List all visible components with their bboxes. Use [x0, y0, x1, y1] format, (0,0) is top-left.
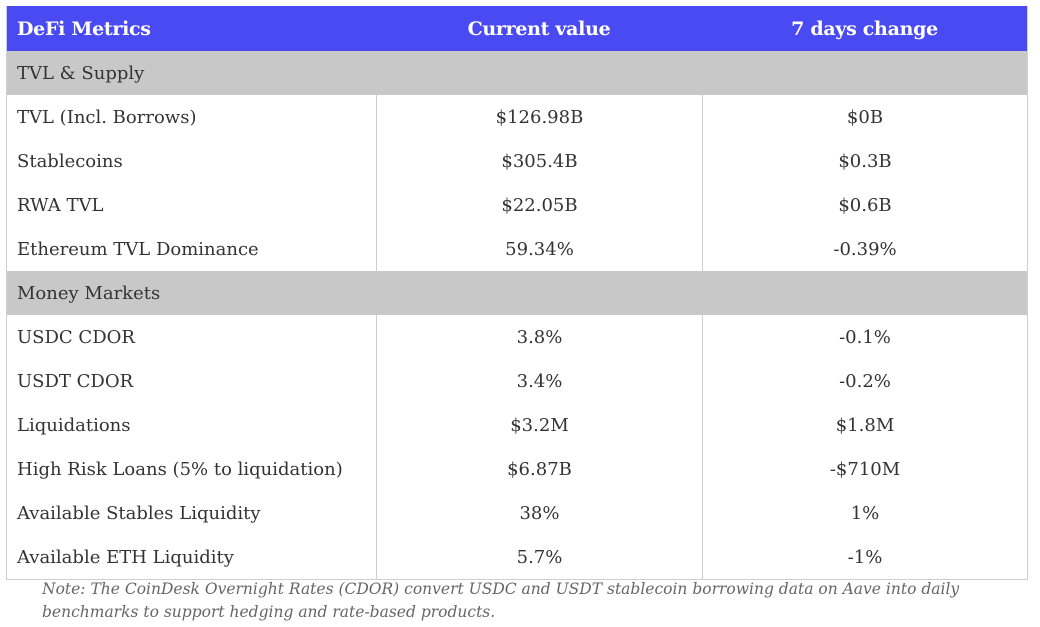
table-cell: Ethereum TVL Dominance: [17, 238, 259, 260]
table-cell: $0B: [702, 95, 1027, 139]
data-row: High Risk Loans (5% to liquidation) $6.87…: [7, 447, 1027, 491]
header-cell: DeFi Metrics: [17, 17, 151, 40]
table-cell: 59.34%: [376, 227, 702, 271]
metrics-table: DeFi Metrics Current value 7 days change TV…: [6, 6, 1028, 580]
data-row: Ethereum TVL Dominance 59.34% -0.39%: [7, 227, 1027, 271]
data-row: USDT CDOR 3.4% -0.2%: [7, 359, 1027, 403]
table-cell: 3.8%: [376, 315, 702, 359]
table-cell: -1%: [702, 535, 1027, 579]
header-cell: 7 days change: [791, 17, 938, 40]
section-row: Money Markets: [7, 271, 1027, 315]
section-row: TVL & Supply: [7, 51, 1027, 95]
data-row: USDC CDOR 3.8% -0.1%: [7, 315, 1027, 359]
data-row: RWA TVL $22.05B $0.6B: [7, 183, 1027, 227]
table-cell: 38%: [376, 491, 702, 535]
table-cell: -0.1%: [702, 315, 1027, 359]
section-title: Money Markets: [17, 282, 161, 304]
table-cell: High Risk Loans (5% to liquidation): [17, 458, 343, 480]
table-cell: Available ETH Liquidity: [17, 546, 234, 568]
data-row: Liquidations $3.2M $1.8M: [7, 403, 1027, 447]
table-cell: $0.3B: [702, 139, 1027, 183]
table-cell: Liquidations: [17, 414, 131, 436]
table-cell: $22.05B: [376, 183, 702, 227]
table-cell: -$710M: [702, 447, 1027, 491]
table-cell: $305.4B: [376, 139, 702, 183]
data-row: Available ETH Liquidity 5.7% -1%: [7, 535, 1027, 579]
section-title: TVL & Supply: [17, 62, 145, 84]
table-cell: $1.8M: [702, 403, 1027, 447]
table-cell: 3.4%: [376, 359, 702, 403]
header-row: DeFi Metrics Current value 7 days change: [7, 6, 1027, 51]
table-cell: $126.98B: [376, 95, 702, 139]
footnote: Note: The CoinDesk Overnight Rates (CDOR…: [42, 580, 960, 621]
table-cell: $6.87B: [376, 447, 702, 491]
table-cell: USDT CDOR: [17, 370, 134, 392]
header-cell: Current value: [467, 17, 611, 40]
data-row: Stablecoins $305.4B $0.3B: [7, 139, 1027, 183]
table-cell: $3.2M: [376, 403, 702, 447]
table-cell: Available Stables Liquidity: [17, 502, 261, 524]
data-row: TVL (Incl. Borrows) $126.98B $0B: [7, 95, 1027, 139]
data-row: Available Stables Liquidity 38% 1%: [7, 491, 1027, 535]
table-cell: 5.7%: [376, 535, 702, 579]
table-cell: $0.6B: [702, 183, 1027, 227]
table-cell: -0.39%: [702, 227, 1027, 271]
table-cell: 1%: [702, 491, 1027, 535]
table-cell: -0.2%: [702, 359, 1027, 403]
table-cell: TVL (Incl. Borrows): [17, 106, 197, 128]
table-cell: USDC CDOR: [17, 326, 135, 348]
table-cell: RWA TVL: [17, 194, 104, 216]
table-cell: Stablecoins: [17, 150, 123, 172]
